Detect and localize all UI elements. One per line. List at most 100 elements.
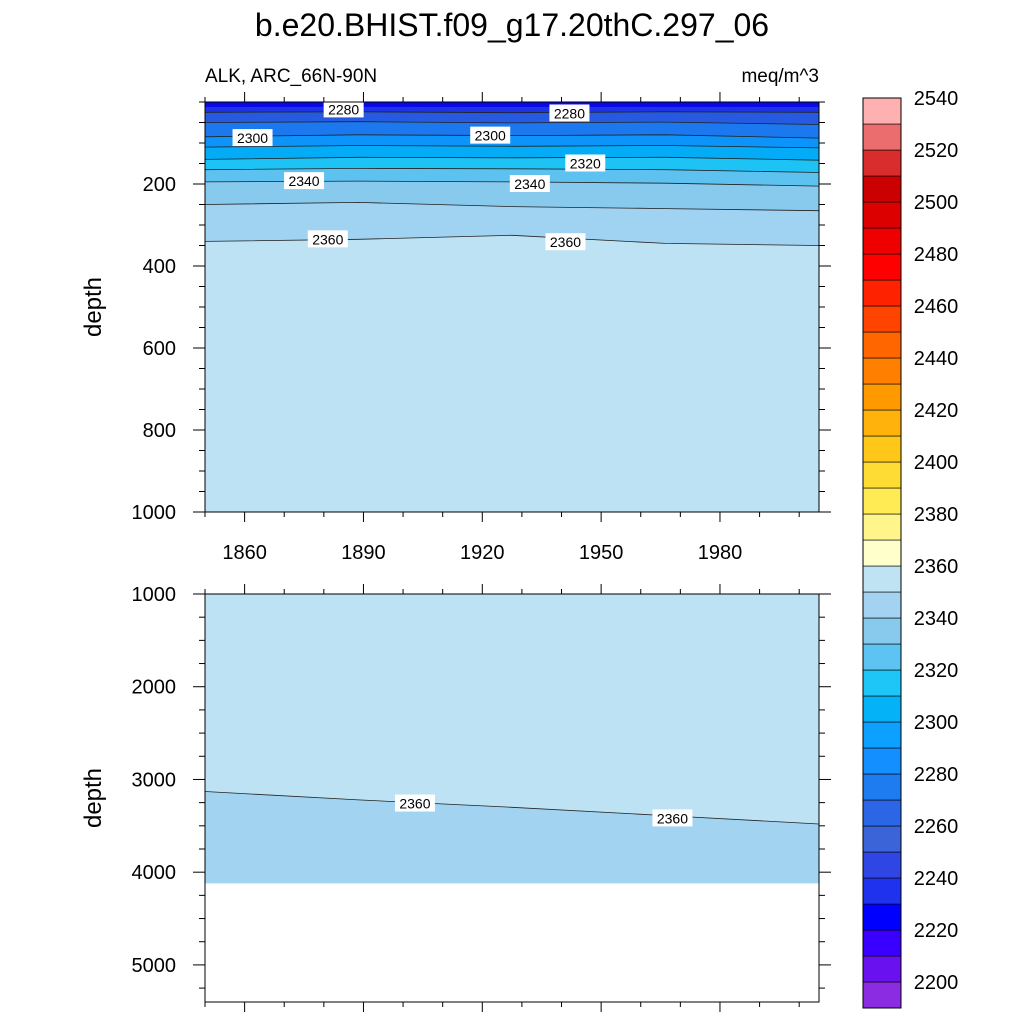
- colorbar-swatch: [862, 565, 902, 593]
- x-tick-label: 1890: [341, 542, 386, 564]
- chart-title: b.e20.BHIST.f09_g17.20thC.297_06: [255, 7, 769, 43]
- colorbar-swatch: [862, 643, 902, 671]
- svg-text:2360: 2360: [312, 231, 343, 247]
- contour-label: 2280: [323, 100, 364, 118]
- contour-label: 2300: [470, 126, 511, 144]
- y-tick-label: 800: [143, 420, 176, 442]
- colorbar-swatch: [862, 175, 902, 203]
- svg-text:2300: 2300: [475, 128, 506, 144]
- colorbar-swatch: [862, 149, 902, 177]
- left-subtitle: ALK, ARC_66N-90N: [205, 66, 377, 87]
- colorbar-swatch: [862, 773, 902, 801]
- contour-label: 2360: [307, 230, 348, 248]
- colorbar-swatch: [862, 487, 902, 515]
- colorbar-label: 2280: [914, 764, 959, 786]
- colorbar-swatch: [862, 383, 902, 411]
- svg-text:2300: 2300: [237, 130, 268, 146]
- upper-panel: 2280 2280 2300 2300 2320 2340 2340 2360 2360 1860…: [80, 92, 831, 564]
- lower-panel: 2360 2360 1000 2000 3000 4000 5000 depth: [80, 584, 831, 1012]
- colorbar-label: 2400: [914, 452, 959, 474]
- colorbar-swatch: [862, 929, 902, 957]
- colorbar-label: 2300: [914, 712, 959, 734]
- svg-text:2320: 2320: [570, 156, 601, 172]
- contour-line: [205, 111, 819, 114]
- x-tick-label: 1980: [698, 542, 743, 564]
- x-tick-label: 1860: [222, 542, 267, 564]
- fill-band: [205, 791, 819, 884]
- contour-label: 2360: [394, 794, 435, 812]
- y-tick-label: 1000: [132, 502, 177, 524]
- colorbar-swatch: [862, 747, 902, 775]
- colorbar-swatch: [862, 591, 902, 619]
- colorbar-label: 2500: [914, 192, 959, 214]
- y-tick-label: 400: [143, 256, 176, 278]
- colorbar-label: 2380: [914, 504, 959, 526]
- colorbar-swatch: [862, 461, 902, 489]
- contour-label: 2280: [549, 104, 590, 122]
- colorbar-label: 2200: [914, 972, 959, 994]
- contour-line: [205, 234, 819, 246]
- fill-band: [205, 102, 819, 107]
- colorbar-label: 2540: [914, 88, 959, 110]
- colorbar-swatch: [862, 721, 902, 749]
- colorbar-swatch: [862, 903, 902, 931]
- contour-label: 2360: [545, 233, 586, 251]
- svg-text:2360: 2360: [657, 810, 688, 826]
- colorbar-label: 2480: [914, 244, 959, 266]
- colorbar-swatch: [862, 357, 902, 385]
- contour-line: [205, 134, 819, 139]
- contour-label: 2340: [284, 172, 325, 190]
- y-axis-label: depth: [80, 277, 107, 337]
- colorbar-swatch: [862, 513, 902, 541]
- contour-line: [205, 791, 819, 825]
- contour-label: 2320: [565, 154, 606, 172]
- svg-text:2360: 2360: [399, 796, 430, 812]
- colorbar-label: 2460: [914, 296, 959, 318]
- colorbar-swatch: [862, 695, 902, 723]
- y-tick-label: 3000: [132, 769, 177, 791]
- colorbar-swatch: [862, 539, 902, 567]
- plot-frame: [204, 593, 820, 1003]
- contour-label: 2300: [232, 129, 273, 147]
- contour-label: 2360: [652, 809, 693, 827]
- colorbar-swatch: [862, 617, 902, 645]
- svg-text:2360: 2360: [550, 234, 581, 250]
- y-tick-label: 5000: [132, 955, 177, 977]
- y-tick-label: 4000: [132, 862, 177, 884]
- colorbar-swatch: [862, 851, 902, 879]
- colorbar-swatch: [862, 97, 902, 125]
- colorbar-swatch: [862, 123, 902, 151]
- colorbar-frame: [862, 97, 902, 1009]
- contour-line: [205, 156, 819, 161]
- colorbar-swatch: [862, 253, 902, 281]
- colorbar-swatch: [862, 877, 902, 905]
- x-tick-label: 1920: [460, 542, 505, 564]
- colorbar-label: 2240: [914, 868, 959, 890]
- colorbar-swatch: [862, 201, 902, 229]
- svg-text:2280: 2280: [554, 105, 585, 121]
- svg-text:2340: 2340: [514, 176, 545, 192]
- colorbar-label: 2220: [914, 920, 959, 942]
- colorbar-label: 2360: [914, 556, 959, 578]
- colorbar-swatch: [862, 279, 902, 307]
- colorbar-swatch: [862, 305, 902, 333]
- y-tick-label: 2000: [132, 677, 177, 699]
- colorbar-swatch: [862, 227, 902, 255]
- y-tick-label: 200: [143, 174, 176, 196]
- colorbar-label: 2520: [914, 140, 959, 162]
- colorbar-swatch: [862, 331, 902, 359]
- colorbar-swatch: [862, 955, 902, 983]
- svg-text:2340: 2340: [288, 173, 319, 189]
- colorbar-swatch: [862, 669, 902, 697]
- colorbar-label: 2420: [914, 400, 959, 422]
- y-axis-label: depth: [80, 768, 107, 828]
- colorbar-swatch: [862, 825, 902, 853]
- colorbar-swatch: [862, 981, 902, 1009]
- colorbar-swatch: [862, 409, 902, 437]
- right-subtitle: meq/m^3: [741, 66, 819, 87]
- contour-line: [205, 145, 819, 149]
- colorbar: 2200 2220 2240 2260 2280 2300 2320 2340 2360 2380…: [862, 88, 959, 1009]
- colorbar-label: 2440: [914, 348, 959, 370]
- colorbar-swatch: [862, 435, 902, 463]
